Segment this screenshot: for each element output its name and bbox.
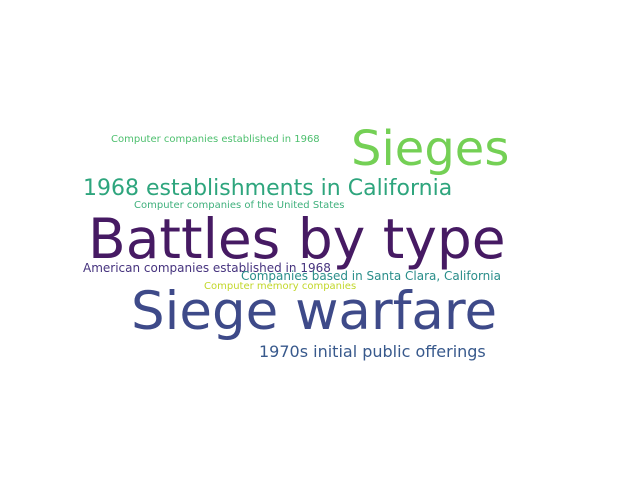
word-american-companies-established-1968: American companies established in 1968	[83, 261, 331, 275]
word-siege-warfare: Siege warfare	[131, 281, 498, 342]
word-sieges: Sieges	[351, 121, 510, 177]
word-companies-based-santa-clara: Companies based in Santa Clara, Californ…	[241, 269, 501, 283]
word-computer-memory-companies: Computer memory companies	[204, 281, 357, 292]
word-1970s-initial-public-offerings: 1970s initial public offerings	[259, 342, 486, 361]
word-computer-companies-established-1968: Computer companies established in 1968	[111, 134, 320, 145]
word-1968-establishments-california: 1968 establishments in California	[83, 176, 453, 201]
word-battles-by-type: Battles by type	[88, 207, 506, 271]
word-computer-companies-united-states: Computer companies of the United States	[134, 200, 345, 211]
